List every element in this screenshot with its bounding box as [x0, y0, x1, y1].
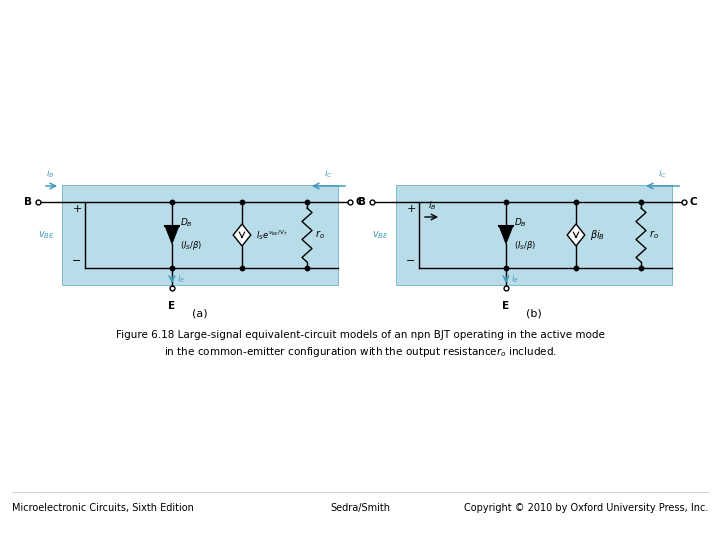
- Text: $i_C$: $i_C$: [658, 167, 667, 180]
- Text: $D_B$: $D_B$: [180, 217, 193, 229]
- Polygon shape: [233, 224, 251, 246]
- Text: $v_{BE}$: $v_{BE}$: [372, 229, 389, 241]
- Text: E: E: [168, 301, 176, 311]
- Polygon shape: [499, 226, 513, 244]
- Text: $i_B$: $i_B$: [428, 199, 436, 212]
- Text: B: B: [24, 197, 32, 207]
- Text: $(I_S/\beta)$: $(I_S/\beta)$: [180, 239, 202, 252]
- Text: $i_E$: $i_E$: [511, 273, 520, 285]
- Text: $i_C$: $i_C$: [324, 167, 333, 180]
- FancyBboxPatch shape: [396, 185, 672, 285]
- Text: $v_{BE}$: $v_{BE}$: [38, 229, 55, 241]
- Text: Microelectronic Circuits, Sixth Edition: Microelectronic Circuits, Sixth Edition: [12, 503, 194, 513]
- Text: −: −: [72, 256, 81, 266]
- Text: $\beta i_B$: $\beta i_B$: [590, 228, 606, 242]
- Polygon shape: [165, 226, 179, 244]
- Text: B: B: [358, 197, 366, 207]
- Text: $D_B$: $D_B$: [514, 217, 527, 229]
- Text: E: E: [503, 301, 510, 311]
- Text: C: C: [356, 197, 364, 207]
- Text: Sedra/Smith: Sedra/Smith: [330, 503, 390, 513]
- Text: $i_B$: $i_B$: [46, 167, 54, 180]
- Text: (b): (b): [526, 308, 542, 318]
- Text: +: +: [72, 204, 81, 214]
- Text: (a): (a): [192, 308, 208, 318]
- Text: $I_Se^{v_{BE}/V_T}$: $I_Se^{v_{BE}/V_T}$: [256, 228, 288, 242]
- Text: +: +: [406, 204, 415, 214]
- Text: Copyright © 2010 by Oxford University Press, Inc.: Copyright © 2010 by Oxford University Pr…: [464, 503, 708, 513]
- FancyBboxPatch shape: [62, 185, 338, 285]
- Text: $r_o$: $r_o$: [649, 228, 659, 241]
- Text: $r_o$: $r_o$: [315, 228, 325, 241]
- Text: $i_E$: $i_E$: [177, 273, 186, 285]
- Polygon shape: [567, 224, 585, 246]
- Text: C: C: [690, 197, 698, 207]
- Text: in the common-emitter configuration with the output resistance$r_o$ included.: in the common-emitter configuration with…: [163, 345, 557, 359]
- Text: Figure 6.18 Large-signal equivalent-circuit models of an ​npn BJT operating in t: Figure 6.18 Large-signal equivalent-circ…: [116, 330, 604, 340]
- Text: $(I_S/\beta)$: $(I_S/\beta)$: [514, 239, 536, 252]
- Text: −: −: [406, 256, 415, 266]
